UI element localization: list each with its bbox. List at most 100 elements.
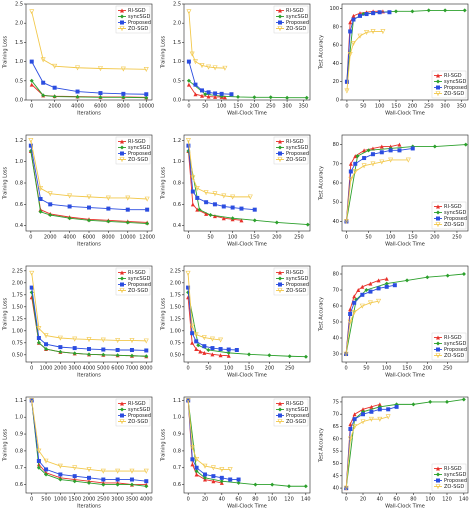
legend-label: RI-SGD	[444, 335, 462, 341]
marker	[278, 282, 282, 287]
marker	[213, 94, 218, 99]
marker	[351, 17, 356, 22]
y-tick-label: 60	[333, 436, 339, 442]
marker	[119, 26, 125, 32]
marker	[29, 270, 35, 276]
marker	[350, 41, 356, 46]
marker	[129, 338, 135, 344]
marker	[194, 339, 199, 344]
marker	[120, 413, 124, 418]
y-tick-label: 0	[336, 98, 339, 104]
series-line	[187, 145, 255, 211]
marker	[221, 216, 226, 221]
marker	[57, 463, 63, 469]
marker	[377, 407, 382, 412]
y-tick-label: 40	[333, 336, 339, 342]
marker	[36, 340, 41, 345]
marker	[100, 468, 106, 474]
marker	[219, 91, 224, 96]
marker	[119, 157, 125, 163]
x-tick-label: 0	[345, 104, 348, 110]
x-axis-label: Wall-Clock Time	[227, 373, 267, 379]
marker	[435, 484, 441, 490]
marker	[405, 157, 411, 163]
y-tick-label: 1.00	[12, 328, 23, 334]
x-tick-label: 50	[202, 104, 208, 110]
marker	[370, 29, 376, 35]
x-tick-label: 4000	[63, 235, 76, 241]
x-tick-label: 150	[402, 366, 412, 372]
marker	[115, 468, 121, 474]
marker	[461, 397, 466, 402]
marker	[303, 484, 308, 489]
x-tick-label: 200	[423, 366, 433, 372]
x-tick-label: 12000	[139, 235, 155, 241]
marker	[29, 59, 34, 64]
marker	[376, 298, 382, 304]
marker	[72, 351, 77, 356]
marker	[198, 349, 203, 354]
plot-frame	[341, 265, 469, 363]
marker	[435, 91, 441, 97]
marker	[436, 79, 440, 84]
marker	[44, 472, 49, 477]
x-tick-label: 0	[187, 104, 190, 110]
marker	[75, 94, 80, 99]
x-tick-label: 350	[457, 104, 467, 110]
legend-label: ZO-SGD	[286, 26, 306, 32]
y-tick-label: 80	[333, 272, 339, 278]
marker	[194, 472, 199, 477]
marker	[197, 207, 202, 212]
marker	[351, 310, 357, 316]
marker	[359, 303, 365, 309]
x-tick-label: 3000	[111, 497, 124, 503]
marker	[226, 353, 231, 358]
legend-label: syncSGD	[128, 14, 151, 20]
marker	[190, 202, 195, 207]
marker	[115, 482, 120, 487]
y-tick-label: 100	[329, 6, 339, 12]
series-line	[345, 416, 389, 489]
marker	[229, 92, 234, 97]
series-line	[31, 11, 147, 70]
marker	[119, 288, 125, 294]
x-tick-label: 3000	[68, 366, 81, 372]
marker	[355, 154, 360, 159]
marker	[125, 195, 131, 201]
y-tick-label: 1.75	[170, 292, 181, 298]
marker	[58, 472, 63, 477]
marker	[351, 13, 356, 18]
legend-label: ZO-SGD	[444, 484, 464, 490]
marker	[185, 270, 191, 276]
marker	[221, 204, 226, 209]
y-tick-label: 0.6	[15, 482, 23, 488]
legend-label: syncSGD	[444, 79, 467, 85]
marker	[379, 159, 385, 165]
marker	[120, 145, 124, 150]
y-tick-label: 2.0	[15, 21, 23, 27]
legend-label: ZO-SGD	[286, 288, 306, 294]
marker	[376, 278, 381, 283]
y-tick-label: 2.0	[173, 21, 181, 27]
marker	[388, 148, 393, 153]
marker	[354, 297, 359, 302]
y-tick-label: 50	[333, 200, 339, 206]
marker	[29, 290, 34, 295]
x-axis-label: Iterations	[77, 373, 101, 379]
marker	[252, 95, 257, 100]
x-tick-label: 250	[266, 104, 276, 110]
marker	[41, 80, 46, 85]
marker	[222, 95, 227, 100]
marker	[218, 353, 223, 358]
marker	[98, 91, 103, 96]
legend-label: syncSGD	[286, 276, 309, 282]
y-tick-label: 1.0	[173, 159, 181, 165]
marker	[436, 73, 440, 78]
x-tick-label: 8000	[117, 104, 130, 110]
marker	[202, 463, 208, 469]
x-tick-label: 6000	[83, 235, 96, 241]
marker	[304, 95, 309, 100]
legend-label: Proposed	[444, 347, 467, 353]
x-tick-label: 60	[235, 497, 241, 503]
x-tick-label: 40	[219, 497, 225, 503]
